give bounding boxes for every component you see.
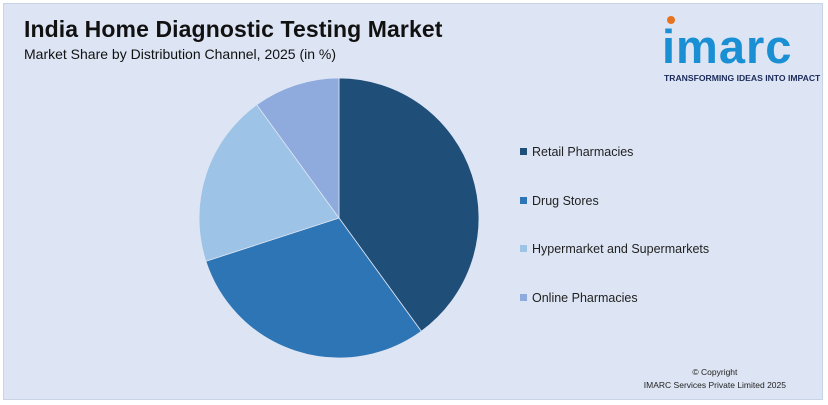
legend-item-hypermarket-and-supermarkets: Hypermarket and Supermarkets bbox=[520, 242, 709, 260]
legend-item-online-pharmacies: Online Pharmacies bbox=[520, 291, 638, 309]
legend-swatch bbox=[520, 293, 527, 301]
legend-label: Drug Stores bbox=[532, 193, 599, 208]
legend-swatch bbox=[520, 245, 527, 253]
logo-tagline: TRANSFORMING IDEAS INTO IMPACT bbox=[664, 73, 821, 83]
legend-item-retail-pharmacies: Retail Pharmacies bbox=[520, 145, 633, 163]
legend-item-drug-stores: Drug Stores bbox=[520, 194, 599, 212]
chart-title: India Home Diagnostic Testing Market bbox=[24, 16, 443, 42]
copyright-line-2: IMARC Services Private Limited 2025 bbox=[643, 380, 786, 390]
imarc-logo: imarc TRANSFORMING IDEAS INTO IMPACT bbox=[662, 14, 824, 84]
logo-wordmark: imarc bbox=[662, 20, 793, 73]
legend-swatch bbox=[520, 196, 527, 204]
pie-chart bbox=[198, 77, 480, 359]
chart-frame: India Home Diagnostic Testing Market Mar… bbox=[3, 3, 823, 400]
legend-swatch bbox=[520, 148, 527, 156]
copyright-notice: © Copyright IMARC Services Private Limit… bbox=[644, 366, 786, 392]
chart-subtitle: Market Share by Distribution Channel, 20… bbox=[24, 46, 337, 62]
pie-slice-drug-stores bbox=[205, 217, 422, 359]
pie-slice-online-pharmacies bbox=[256, 77, 340, 220]
legend-label: Online Pharmacies bbox=[532, 290, 638, 305]
legend-label: Retail Pharmacies bbox=[532, 145, 634, 159]
pie-slice-retail-pharmacies bbox=[338, 77, 480, 332]
logo-dot-icon bbox=[667, 16, 675, 24]
pie-slices bbox=[198, 77, 480, 359]
copyright-line-1: © Copyright bbox=[692, 367, 738, 377]
pie-slice-hypermarket-and-supermarkets bbox=[198, 104, 340, 262]
legend-label: Hypermarket and Supermarkets bbox=[532, 242, 710, 256]
